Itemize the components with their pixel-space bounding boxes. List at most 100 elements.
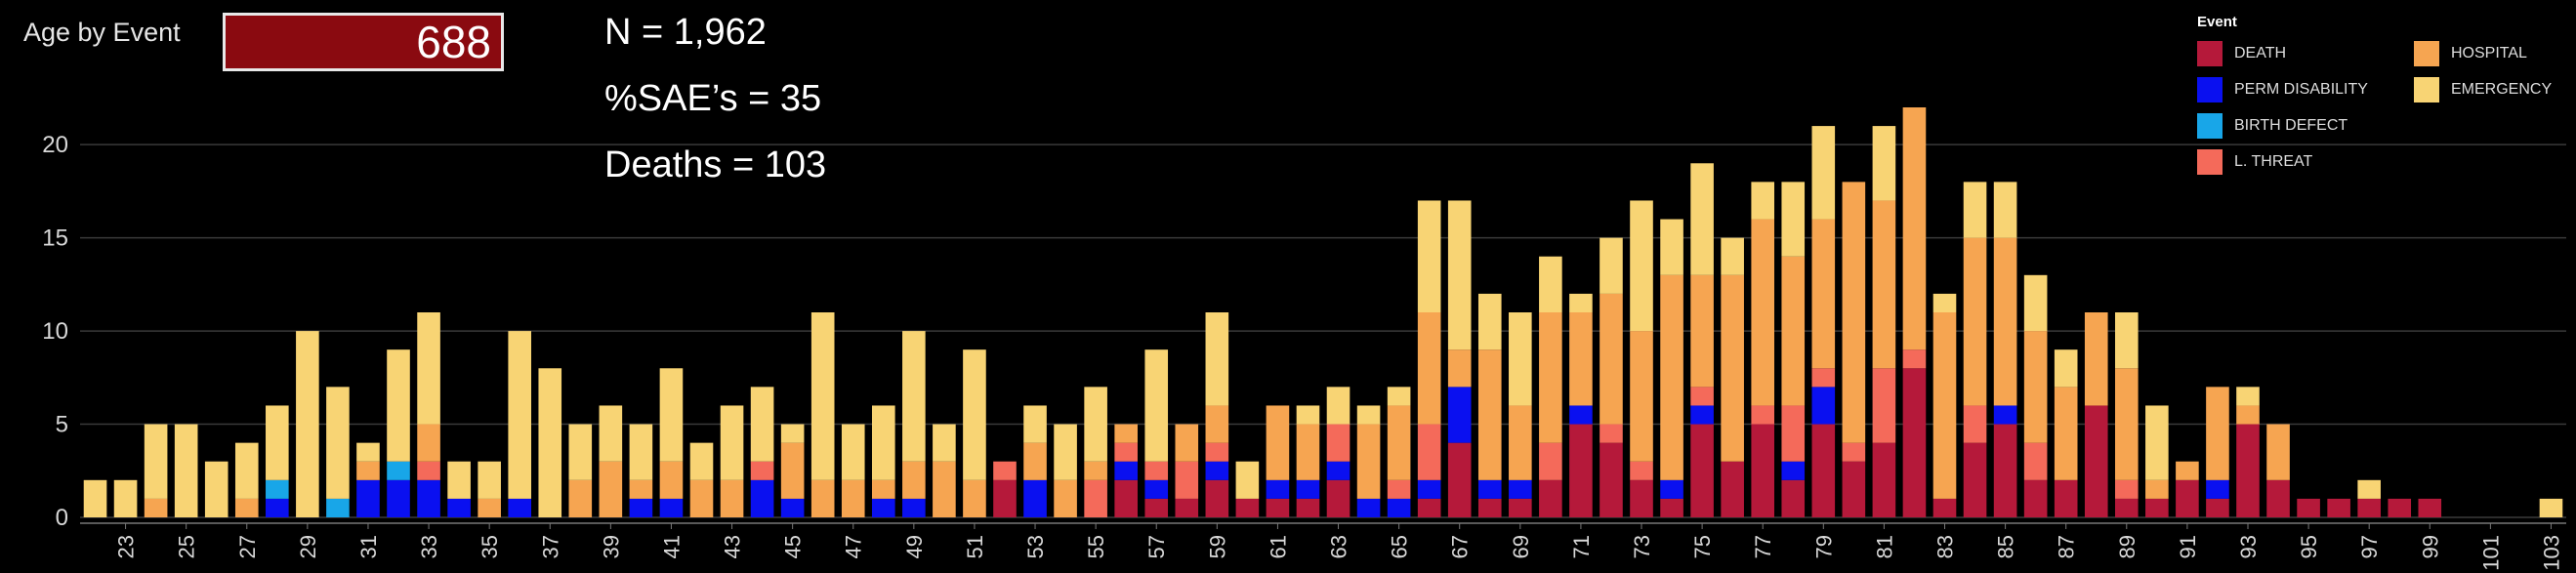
y-tick-label: 0 — [56, 505, 68, 531]
bar-segment — [1569, 293, 1593, 312]
x-tick-label: 59 — [1205, 535, 1229, 558]
legend-label: BIRTH DEFECT — [2234, 117, 2348, 134]
bar-segment — [1630, 200, 1653, 332]
bar-segment — [174, 424, 198, 517]
x-tick-label: 95 — [2297, 535, 2321, 558]
bar-segment — [1721, 237, 1744, 275]
bar-segment — [2176, 479, 2199, 517]
bar-segment — [1205, 479, 1229, 517]
bar-segment — [478, 498, 501, 517]
bar-segment — [1296, 498, 1320, 517]
bar-segment — [1902, 368, 1927, 517]
bar-segment — [841, 424, 865, 480]
bar-segment — [1054, 479, 1077, 517]
bar-segment — [841, 479, 865, 517]
bar-segment — [2023, 442, 2048, 480]
bar-segment — [2084, 405, 2108, 517]
bar-segment — [1569, 424, 1593, 517]
bar-segment — [1114, 479, 1138, 517]
bar-segment — [2357, 479, 2381, 499]
x-tick-label: 65 — [1388, 535, 1412, 558]
bar-segment — [234, 442, 259, 499]
bar-segment — [266, 479, 289, 499]
bar-segment — [599, 405, 623, 462]
bar-segment — [2206, 387, 2229, 480]
bar-segment — [871, 479, 895, 499]
bar-segment — [2145, 498, 2169, 517]
bar-segment — [933, 461, 956, 517]
bar-segment — [1175, 424, 1199, 462]
x-tick-label: 53 — [1023, 535, 1048, 558]
bar-segment — [2236, 424, 2260, 517]
bar-segment — [780, 424, 805, 443]
bar-segment — [629, 498, 653, 517]
bar-segment — [1447, 349, 1472, 388]
x-tick-label: 33 — [417, 535, 441, 558]
bar-segment — [1842, 182, 1866, 443]
x-tick-label: 25 — [175, 535, 199, 558]
x-tick-label: 29 — [296, 535, 320, 558]
bar-segment — [1600, 442, 1623, 517]
bar-segment — [356, 461, 380, 480]
bar-segment — [1872, 442, 1896, 517]
bar-segment — [720, 479, 744, 517]
bar-segment — [1447, 442, 1472, 517]
bar-segment — [113, 479, 138, 517]
x-tick-label: 79 — [1811, 535, 1836, 558]
bar-segment — [508, 498, 532, 517]
bar-segment — [1751, 182, 1775, 220]
bar-segment — [2114, 479, 2139, 499]
bar-segment — [1447, 200, 1472, 350]
bar-segment — [1387, 387, 1411, 406]
bar-segment — [83, 479, 107, 517]
bar-segment — [1266, 498, 1290, 517]
bar-segment — [871, 498, 895, 517]
bar-segment — [871, 405, 895, 480]
bar-segment — [1296, 405, 1320, 425]
legend-swatch — [2197, 149, 2223, 175]
bar-segment — [780, 442, 805, 499]
bar-segment — [2145, 405, 2169, 480]
bar-segment — [2084, 312, 2108, 406]
bar-segment — [2266, 424, 2290, 480]
bar-segment — [538, 368, 562, 517]
bar-segment — [1721, 461, 1744, 517]
bar-segment — [1993, 237, 2017, 406]
bar-segment — [1600, 293, 1623, 425]
x-tick-label: 31 — [356, 535, 381, 558]
bar-segment — [689, 442, 714, 480]
x-tick-label: 69 — [1509, 535, 1533, 558]
bar-segment — [1993, 424, 2017, 517]
bar-segment — [1235, 461, 1260, 499]
bar-segment — [2114, 498, 2139, 517]
bar-segment — [2054, 387, 2078, 480]
bar-segment — [1690, 274, 1714, 388]
bar-segment — [326, 387, 350, 499]
legend-swatch — [2414, 41, 2439, 66]
bar-segment — [1630, 461, 1653, 480]
bar-segment — [1356, 424, 1381, 499]
bar-segment — [1902, 107, 1927, 350]
legend-swatch — [2197, 113, 2223, 139]
x-tick-label: 97 — [2357, 535, 2382, 558]
bar-segment — [1417, 479, 1441, 499]
legend: Event DEATH PERM DISABILITY BIRTH DEFECT L.… — [2197, 14, 2568, 175]
bar-segment — [2054, 349, 2078, 388]
bar-segment — [810, 312, 835, 480]
bar-segment — [2114, 312, 2139, 369]
bar-segment — [1781, 182, 1806, 257]
bar-segment — [356, 479, 380, 517]
bar-segment — [2236, 387, 2260, 406]
legend-title: Event — [2197, 14, 2237, 30]
bar-segment — [1811, 126, 1836, 220]
bar-segment — [1114, 461, 1138, 480]
bar-segment — [1993, 405, 2017, 425]
bar-segment — [1417, 312, 1441, 425]
x-tick-label: 23 — [114, 535, 139, 558]
bar-segment — [1477, 498, 1502, 517]
x-tick-label: 35 — [478, 535, 502, 558]
x-tick-label: 99 — [2418, 535, 2442, 558]
bar-segment — [447, 461, 471, 499]
bar-segment — [2176, 461, 2199, 480]
bar-segment — [1539, 442, 1562, 480]
